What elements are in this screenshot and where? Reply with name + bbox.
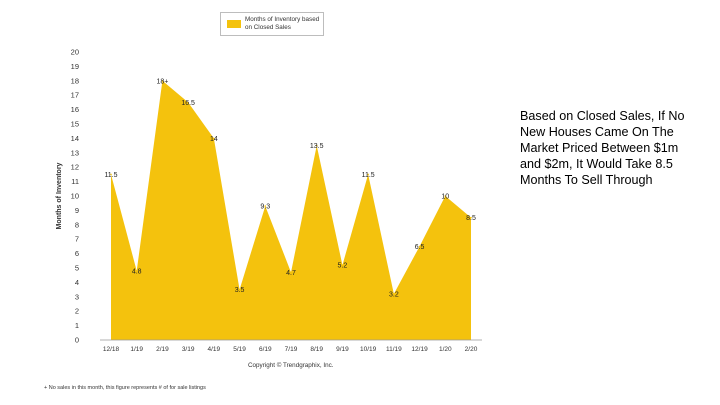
data-label: 18+ [156, 78, 168, 85]
y-tick-label: 19 [71, 62, 79, 71]
data-label: 14 [210, 136, 218, 143]
footnote: + No sales in this month, this figure re… [44, 385, 206, 391]
y-tick-label: 5 [75, 264, 79, 273]
x-tick-label: 4/19 [208, 346, 221, 353]
y-tick-label: 7 [75, 235, 79, 244]
legend-label: Months of Inventory based on Closed Sale… [245, 16, 320, 31]
y-tick-label: 2 [75, 307, 79, 316]
y-tick-label: 15 [71, 120, 79, 129]
y-tick-label: 9 [75, 206, 79, 215]
y-tick-label: 18 [71, 76, 79, 85]
x-tick-label: 9/19 [336, 346, 349, 353]
data-point [393, 293, 395, 295]
x-tick-label: 2/19 [156, 346, 169, 353]
data-point [264, 205, 267, 207]
data-point [341, 264, 344, 266]
data-point [161, 80, 164, 82]
data-label: 4.7 [286, 270, 296, 277]
y-tick-label: 17 [71, 91, 79, 100]
copyright-text: Copyright © Trendgraphix, Inc. [248, 362, 334, 369]
data-label: 16.5 [181, 100, 195, 107]
inventory-area [111, 80, 471, 341]
y-tick-label: 0 [75, 336, 79, 345]
data-label: 3.2 [389, 291, 399, 298]
x-tick-label: 5/19 [233, 346, 246, 353]
data-point [213, 137, 215, 140]
x-tick-label: 2/20 [465, 346, 478, 353]
data-point [470, 216, 472, 219]
data-point [187, 101, 189, 104]
data-point [290, 271, 292, 274]
legend-swatch [227, 20, 241, 28]
y-tick-label: 3 [75, 292, 79, 301]
x-tick-label: 11/19 [386, 346, 402, 353]
data-label: 5.2 [338, 263, 348, 270]
data-label: 11.5 [362, 172, 375, 179]
x-tick-label: 8/19 [310, 346, 323, 353]
y-tick-label: 4 [75, 278, 79, 287]
data-label: 6.5 [415, 244, 425, 251]
y-tick-label: 20 [71, 48, 79, 57]
x-tick-label: 6/19 [259, 346, 272, 353]
y-tick-label: 6 [75, 249, 79, 258]
legend: Months of Inventory based on Closed Sale… [220, 12, 324, 36]
data-labels: 11.5 4.8 18+ 16.5 14 3.5 9.3 4.7 13.5 5.2 11.5 3.2 6… [104, 78, 476, 298]
data-point [135, 270, 138, 272]
y-axis-label: Months of Inventory [56, 162, 63, 229]
data-point [367, 173, 369, 176]
x-tick-label: 3/19 [182, 346, 195, 353]
x-tick-label: 12/19 [411, 346, 428, 353]
y-tick-label: 10 [71, 192, 79, 201]
y-tick-label: 16 [71, 105, 79, 114]
x-tick-label: 10/19 [360, 346, 377, 353]
data-label: 9.3 [260, 204, 270, 211]
y-tick-label: 11 [71, 177, 79, 186]
x-tick-label: 12/18 [103, 346, 120, 353]
data-label: 13.5 [310, 143, 324, 150]
x-tick-label: 1/20 [439, 346, 452, 353]
x-tick-label: 7/19 [285, 346, 298, 353]
data-point [444, 195, 447, 197]
y-tick-label: 12 [71, 163, 79, 172]
data-point [110, 173, 112, 176]
data-label: 10 [441, 194, 449, 201]
y-tick-label: 1 [75, 321, 79, 330]
data-point [418, 245, 421, 248]
summary-text: Based on Closed Sales, If No New Houses … [520, 109, 685, 187]
data-label: 8.5 [466, 215, 476, 222]
data-label: 11.5 [104, 172, 117, 179]
y-tick-label: 13 [71, 148, 79, 157]
data-points [110, 80, 472, 295]
x-tick-label: 1/19 [130, 346, 143, 353]
y-tick-label: 8 [75, 220, 79, 229]
data-point [238, 288, 241, 291]
data-label: 3.5 [235, 287, 245, 294]
data-label: 4.8 [132, 268, 142, 275]
data-point [315, 144, 318, 147]
y-tick-label: 14 [71, 134, 79, 143]
x-axis-ticks: 12/18 1/19 2/19 3/19 4/19 5/19 6/19 7/19 8/19 9/1… [103, 346, 478, 353]
